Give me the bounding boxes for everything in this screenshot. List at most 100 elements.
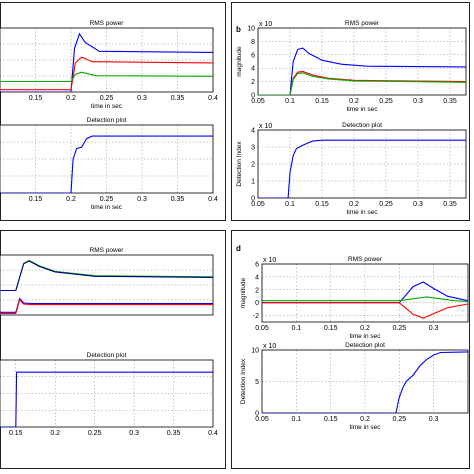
x-tick-label: 0.4: [208, 95, 218, 102]
plot-d-top: 0.05 0.1 0.15 0.2 0.25 0.3 -2 0 2 4 6 x 10 RMS power…: [236, 244, 469, 340]
x-tick-label: 0.2: [360, 325, 370, 332]
x-tick-label: 0.05: [251, 201, 265, 208]
y-tick-label: 3: [251, 145, 255, 152]
x-tick-label: 0.3: [129, 430, 139, 437]
axes-box: [257, 129, 467, 199]
series-line-2: [262, 296, 468, 302]
plot-a-bottom: 0.15 0.2 0.25 0.3 0.35 0.4 Detection plot time …: [0, 117, 218, 211]
plot-c-top: RMS power: [0, 247, 214, 316]
x-tick-label: 0.35: [171, 95, 185, 102]
y-axis-label: magnitude: [240, 277, 247, 308]
x-axis-label: time in sec: [349, 424, 381, 431]
plot-title: RMS power: [348, 256, 383, 263]
x-tick-label: 0.1: [291, 416, 301, 423]
x-tick-label: 0.3: [413, 98, 423, 105]
x-axis-label: time in sec: [346, 106, 378, 113]
x-tick-label: 0.3: [137, 95, 147, 102]
x-tick-label: 0.15: [29, 196, 43, 203]
y-tick-label: 0: [255, 411, 259, 418]
plot-title: RMS power: [90, 247, 125, 254]
x-tick-label: 0.05: [255, 325, 269, 332]
x-tick-label: 0.1: [285, 201, 295, 208]
x-tick-label: 0.35: [443, 201, 457, 208]
x-tick-label: 0.15: [315, 201, 329, 208]
series-line-2: [258, 72, 466, 95]
x-axis-label: time in sec: [91, 204, 123, 211]
x-axis-label: time in sec: [346, 209, 378, 216]
x-tick-label: 0.2: [66, 95, 76, 102]
y-tick-label: 2: [251, 162, 255, 169]
exponent-label: x 10: [263, 257, 276, 264]
x-tick-label: 0.15: [29, 95, 43, 102]
x-tick-label: 0.35: [171, 196, 185, 203]
x-tick-label: 0.35: [443, 98, 457, 105]
series-line-0: [0, 32, 213, 92]
x-tick-label: 0.2: [360, 416, 370, 423]
panel-frame-a: [0, 2, 226, 221]
x-axis-label: time in sec: [349, 333, 381, 340]
plot-a-top: 0.15 0.2 0.25 0.3 0.35 0.4 RMS power time in se…: [0, 20, 218, 110]
series-line-0: [0, 371, 213, 427]
x-tick-label: 0.25: [88, 430, 102, 437]
y-tick-label: 10: [251, 348, 259, 355]
y-tick-label: 5: [255, 379, 259, 386]
exponent-label: x 10: [259, 21, 272, 28]
x-tick-label: 0.3: [429, 416, 439, 423]
y-tick-label: -2: [253, 313, 259, 320]
panel-frame-b: [231, 2, 470, 221]
series-line-0: [0, 135, 213, 193]
x-tick-label: 0.3: [413, 201, 423, 208]
x-tick-label: 0.15: [9, 430, 23, 437]
series-line-0: [262, 351, 468, 413]
series-line-1: [0, 298, 213, 314]
panel-frame-d: [231, 230, 470, 469]
plot-title: Detection plot: [342, 122, 382, 129]
x-tick-label: 0.1: [291, 325, 301, 332]
x-tick-label: 0.2: [66, 196, 76, 203]
panel-label: d: [236, 244, 241, 253]
plot-c-bottom: 0.15 0.2 0.25 0.3 0.35 0.4 Detection plot: [0, 352, 218, 437]
y-axis-label: Detection Index: [240, 358, 247, 404]
x-tick-label: 0.3: [137, 196, 147, 203]
y-axis-label: magnitude: [236, 46, 243, 77]
series-line-2: [0, 71, 213, 83]
y-tick-label: 8: [251, 39, 255, 46]
x-tick-label: 0.25: [393, 416, 407, 423]
y-tick-label: 6: [251, 52, 255, 59]
plot-title: Detection plot: [345, 342, 385, 349]
y-tick-label: 4: [251, 128, 255, 135]
plot-b-top: 0.05 0.1 0.15 0.2 0.25 0.3 0.35 0 2 4 6 8 10 x 10 RMS …: [236, 20, 467, 113]
x-tick-label: 0.1: [285, 98, 295, 105]
y-tick-label: 4: [251, 66, 255, 73]
x-tick-label: 0.15: [324, 416, 338, 423]
plot-b-bottom: 0.05 0.1 0.15 0.2 0.25 0.3 0.35 0 1 2 3 4 x 10 Detect…: [236, 122, 467, 216]
plot-title: Detection plot: [87, 117, 127, 124]
y-tick-label: 10: [247, 26, 255, 33]
series-line-0: [258, 47, 466, 95]
series-line-1: [0, 56, 213, 91]
x-tick-label: 0.3: [429, 325, 439, 332]
y-axis-label: Detection Index: [236, 141, 243, 187]
x-tick-label: 0.4: [208, 196, 218, 203]
plot-title: RMS power: [345, 20, 380, 27]
y-tick-label: 1: [251, 179, 255, 186]
x-tick-label: 0.05: [255, 416, 269, 423]
x-axis-label: time in sec: [91, 103, 123, 110]
series-line-3: [0, 260, 213, 292]
y-tick-label: 0: [251, 93, 255, 100]
series-line-0: [258, 139, 466, 198]
exponent-label: x 10: [263, 343, 276, 350]
x-tick-label: 0.25: [100, 196, 114, 203]
x-tick-label: 0.2: [50, 430, 60, 437]
y-tick-label: 2: [251, 79, 255, 86]
x-tick-label: 0.2: [349, 98, 359, 105]
y-tick-label: 4: [255, 274, 259, 281]
series-line-1: [262, 302, 468, 319]
y-tick-label: 0: [251, 196, 255, 203]
panel-label: b: [236, 25, 241, 34]
x-tick-label: 0.15: [324, 325, 338, 332]
x-tick-label: 0.25: [379, 201, 393, 208]
y-tick-label: 2: [255, 287, 259, 294]
